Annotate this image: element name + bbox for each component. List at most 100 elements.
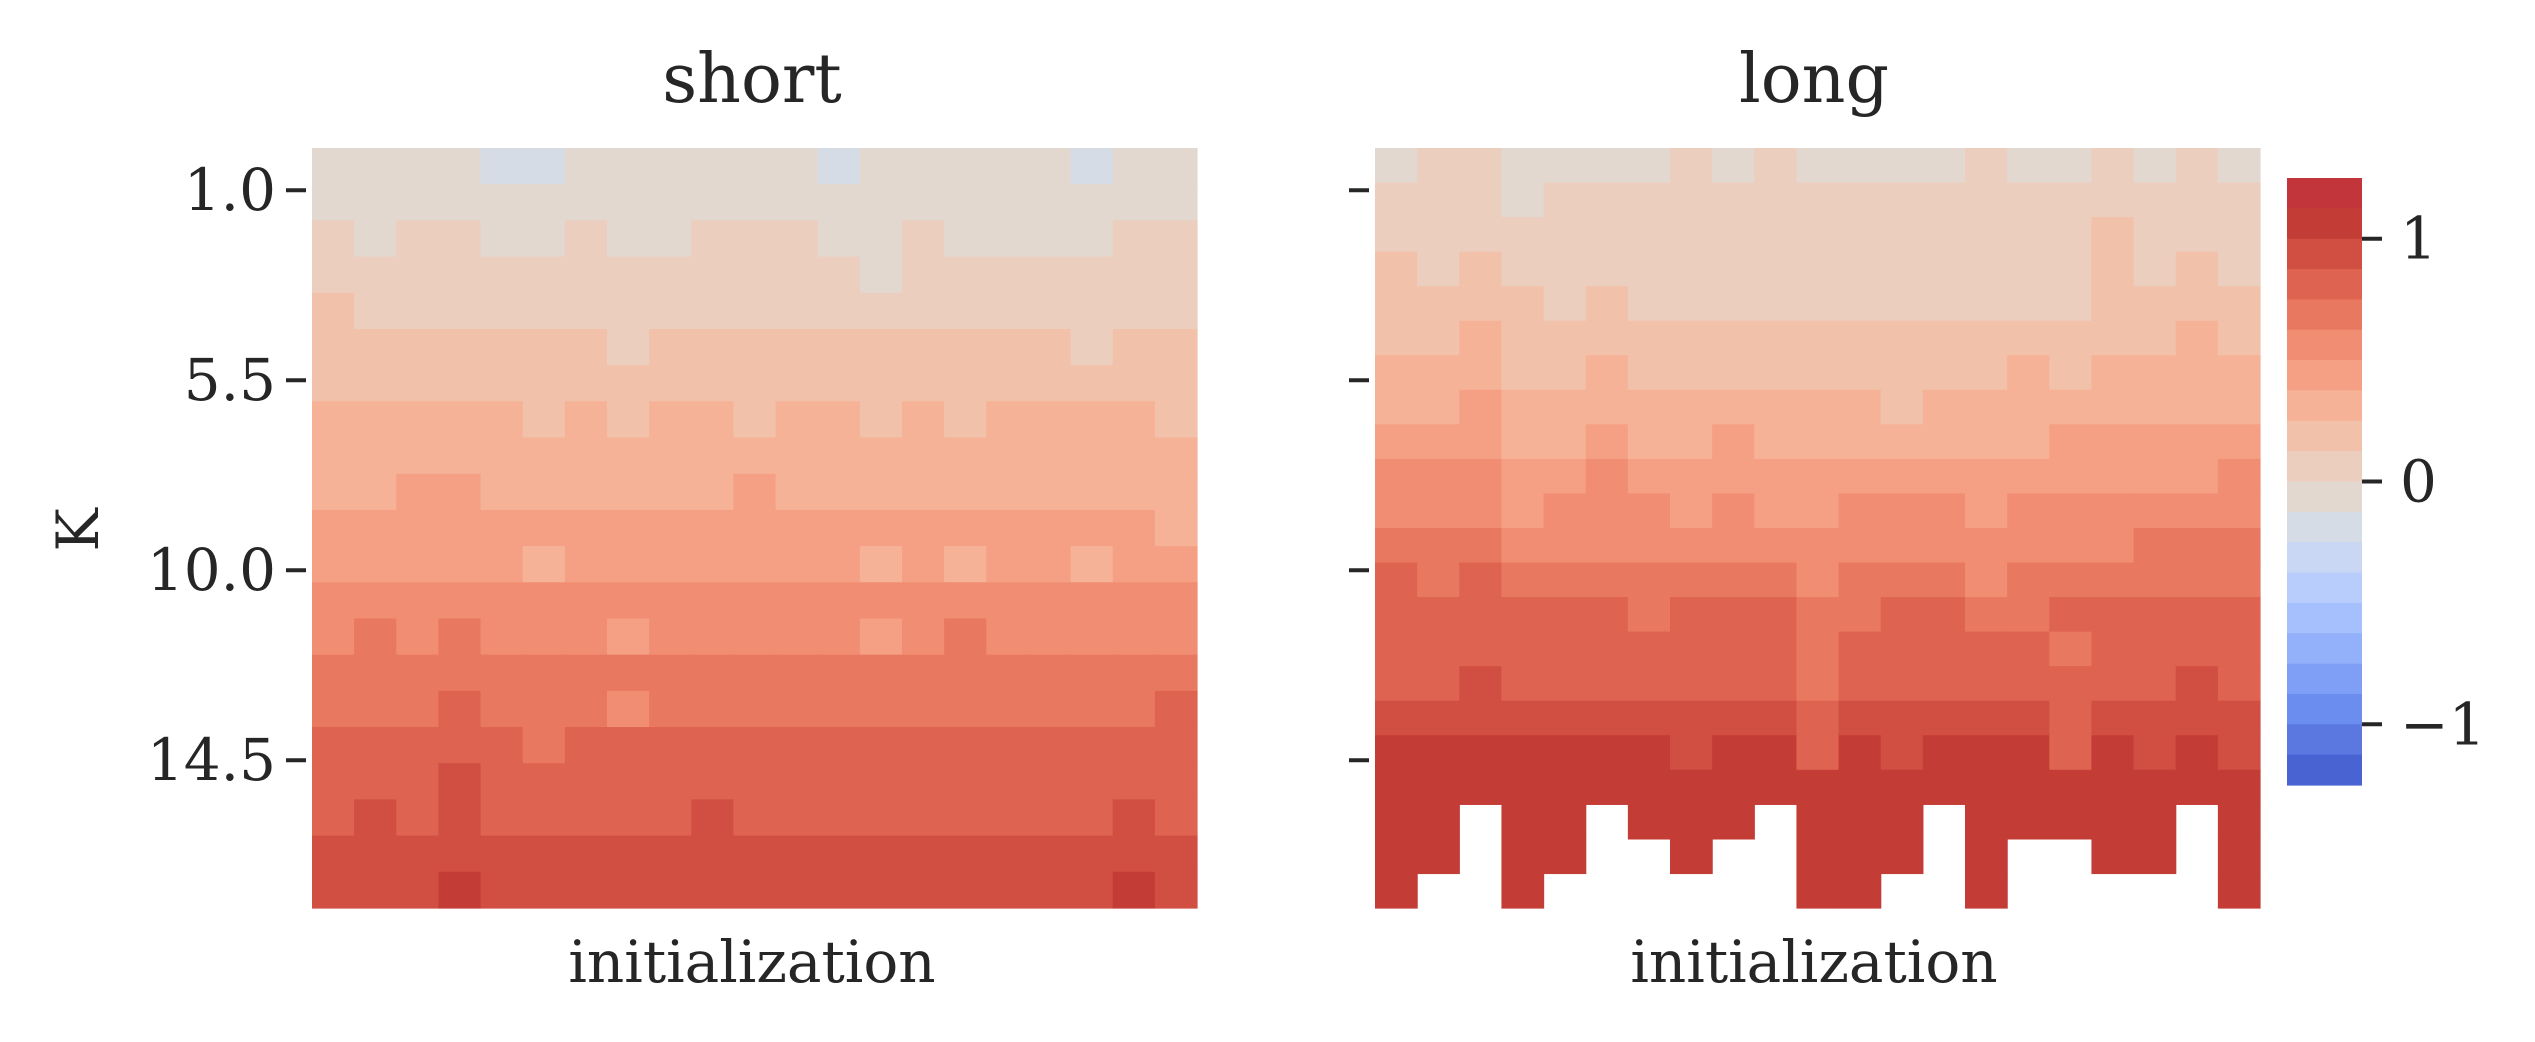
heatmap-cell — [480, 509, 524, 547]
heatmap-cell — [480, 220, 524, 258]
heatmap-cell — [1112, 148, 1156, 185]
heatmap-cell — [1154, 365, 1198, 402]
heatmap-cell — [733, 727, 777, 764]
heatmap-cell — [1417, 286, 1460, 322]
heatmap-cell — [312, 618, 355, 656]
heatmap-cell — [1459, 493, 1503, 529]
heatmap-cell — [944, 220, 987, 258]
heatmap-cell — [1154, 509, 1198, 547]
heatmap-cell — [2217, 769, 2261, 805]
heatmap-cell — [775, 437, 819, 475]
heatmap-cell — [649, 328, 692, 366]
heatmap-cell — [1796, 320, 1840, 356]
heatmap-cell — [1880, 320, 1924, 356]
heatmap-cell — [1796, 424, 1840, 460]
heatmap-cell — [607, 292, 650, 330]
heatmap-cell — [480, 473, 524, 511]
heatmap-cell — [1070, 763, 1114, 801]
colorbar-swatch — [2287, 360, 2362, 392]
heatmap-cell — [944, 292, 987, 330]
heatmap-cell — [649, 871, 692, 909]
heatmap-cell — [1922, 700, 1966, 736]
heatmap-cell — [733, 256, 777, 294]
heatmap-cell — [2133, 251, 2177, 287]
heatmap-cell — [522, 328, 566, 366]
heatmap-cell — [607, 328, 650, 366]
colorbar-swatch — [2287, 208, 2362, 240]
heatmap-cell — [1070, 328, 1114, 366]
heatmap-cell — [902, 799, 945, 837]
heatmap-cell — [1965, 838, 2008, 875]
heatmap-cell — [480, 401, 524, 439]
heatmap-cell — [564, 546, 608, 583]
heatmap-cell — [2049, 355, 2093, 391]
heatmap-cell — [2133, 217, 2177, 253]
heatmap-cell — [522, 654, 566, 692]
heatmap-cell — [2091, 458, 2135, 495]
heatmap-cell — [649, 292, 692, 330]
heatmap-cell — [438, 401, 482, 439]
heatmap-cell — [986, 328, 1030, 366]
heatmap-cell — [1070, 799, 1114, 837]
heatmap-cell — [312, 401, 355, 439]
heatmap-cell — [775, 148, 819, 185]
heatmap-cell — [902, 654, 945, 692]
heatmap-cell — [902, 401, 945, 439]
heatmap-cell — [1965, 769, 2008, 805]
heatmap-cell — [1028, 148, 1072, 185]
heatmap-cell — [1838, 666, 1882, 702]
heatmap-cell — [2007, 389, 2050, 425]
heatmap-cell — [902, 148, 945, 185]
colorbar-swatch — [2287, 481, 2362, 513]
heatmap-cell — [2133, 148, 2177, 184]
heatmap-cell — [1417, 217, 1460, 253]
heatmap-cell — [2217, 666, 2261, 702]
heatmap-cell — [1838, 458, 1882, 495]
heatmap-cell — [607, 546, 650, 583]
heatmap-cell — [1417, 666, 1460, 702]
heatmap-cell — [1922, 320, 1966, 356]
heatmap-cell — [2091, 700, 2135, 736]
heatmap-cell — [522, 618, 566, 656]
heatmap-cell — [986, 835, 1030, 873]
heatmap-cell — [438, 328, 482, 366]
heatmap-cell — [1754, 320, 1798, 356]
heatmap-cell — [2133, 735, 2177, 771]
heatmap-cell — [607, 727, 650, 764]
heatmap-cell — [312, 148, 355, 185]
heatmap-cell — [902, 690, 945, 728]
heatmap-cell — [1417, 148, 1460, 184]
heatmap-cell — [733, 835, 777, 873]
heatmap-cell — [1796, 735, 1840, 771]
heatmap-cell — [775, 690, 819, 728]
heatmap-cell — [775, 871, 819, 909]
heatmap-cell — [944, 437, 987, 475]
heatmap-cell — [649, 365, 692, 402]
heatmap-cell — [2049, 631, 2093, 667]
heatmap-cell — [2133, 355, 2177, 391]
heatmap-cell — [312, 220, 355, 258]
heatmap-cell — [859, 763, 903, 801]
heatmap-cell — [1965, 597, 2008, 633]
heatmap-cell — [817, 509, 861, 547]
heatmap-cell — [1838, 769, 1882, 805]
heatmap-cell — [817, 582, 861, 620]
heatmap-cell — [1880, 493, 1924, 529]
heatmap-cell — [2217, 251, 2261, 287]
heatmap-cell — [607, 763, 650, 801]
heatmap-cell — [944, 184, 987, 221]
heatmap-cell — [817, 835, 861, 873]
heatmap-cell — [2007, 631, 2050, 667]
heatmap-cell — [2049, 666, 2093, 702]
heatmap-cell — [564, 437, 608, 475]
heatmap-cell — [1796, 666, 1840, 702]
heatmap-cell — [1028, 546, 1072, 583]
heatmap-cell — [2175, 597, 2219, 633]
heatmap-cell — [1543, 424, 1587, 460]
heatmap-cell — [1838, 493, 1882, 529]
heatmap-cell — [1712, 251, 1755, 287]
heatmap-cell — [480, 871, 524, 909]
heatmap-cell — [1375, 735, 1418, 771]
heatmap-cell — [649, 509, 692, 547]
heatmap-cell — [1965, 873, 2008, 909]
